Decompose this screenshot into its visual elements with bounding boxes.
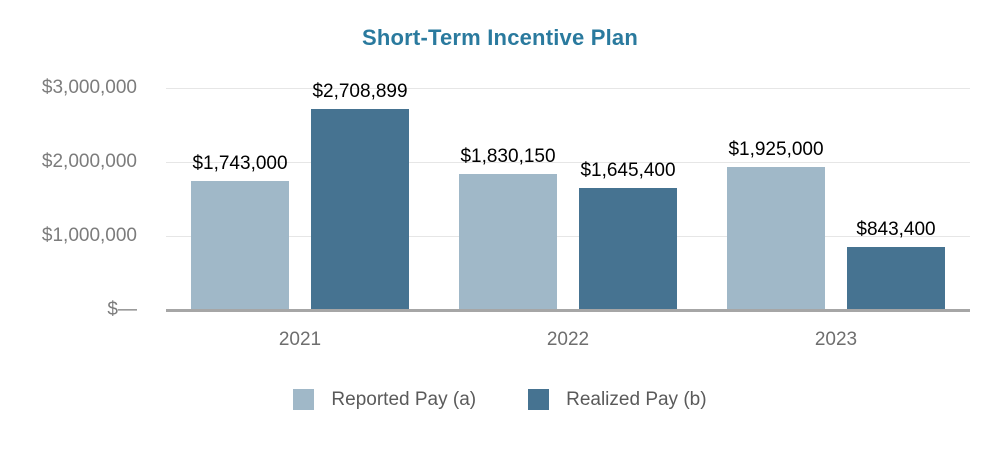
bar xyxy=(311,109,409,309)
gridline xyxy=(166,161,970,163)
gridline xyxy=(166,87,970,89)
gridline xyxy=(166,235,970,237)
bar-value-label: $1,925,000 xyxy=(728,139,824,161)
chart-title: Short-Term Incentive Plan xyxy=(362,25,638,50)
legend-label-reported-pay: Reported Pay (a) xyxy=(331,388,477,410)
bar xyxy=(727,167,825,309)
y-tick-label: $2,000,000 xyxy=(41,150,137,172)
bar xyxy=(191,180,289,309)
bar-value-label: $2,708,899 xyxy=(312,81,408,103)
y-tick-label: $3,000,000 xyxy=(41,76,137,98)
bar xyxy=(459,174,557,309)
x-axis-label: 2022 xyxy=(546,329,590,350)
legend-swatch-reported-pay xyxy=(293,388,315,410)
bar xyxy=(847,247,945,309)
x-axis-label: 2023 xyxy=(814,329,858,350)
bar-value-label: $1,830,150 xyxy=(460,146,556,168)
y-tick-label: $— xyxy=(107,299,137,320)
x-axis-label: 2021 xyxy=(278,329,322,350)
legend-swatch-realized-pay xyxy=(528,388,550,410)
legend-item-reported-pay: Reported Pay (a) xyxy=(293,388,477,410)
legend-item-realized-pay: Realized Pay (b) xyxy=(528,388,707,410)
bar-value-label: $843,400 xyxy=(856,219,936,241)
bar xyxy=(579,187,677,309)
y-tick-label: $1,000,000 xyxy=(41,224,137,246)
legend: Reported Pay (a) Realized Pay (b) xyxy=(0,384,1000,414)
x-axis-line xyxy=(166,309,970,312)
legend-label-realized-pay: Realized Pay (b) xyxy=(566,388,707,410)
bar-value-label: $1,645,400 xyxy=(580,159,676,181)
bar-value-label: $1,743,000 xyxy=(192,152,288,174)
